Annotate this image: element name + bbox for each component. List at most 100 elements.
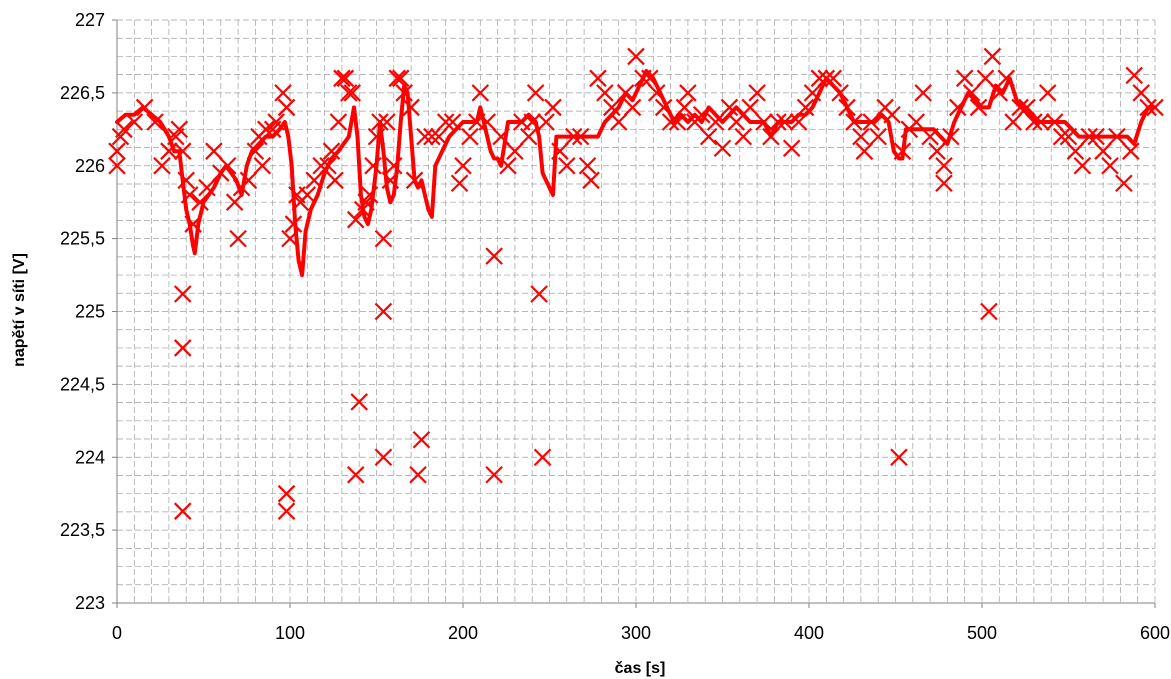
data-point-marker bbox=[855, 142, 874, 160]
data-point-marker bbox=[824, 69, 842, 88]
data-point-marker bbox=[962, 84, 981, 102]
data-point-marker bbox=[319, 156, 337, 175]
data-point-marker bbox=[423, 127, 441, 146]
data-point-marker bbox=[170, 120, 189, 139]
data-point-marker bbox=[184, 215, 202, 233]
data-point-marker bbox=[596, 84, 614, 102]
series-markers bbox=[108, 47, 1164, 520]
data-point-marker bbox=[627, 47, 645, 66]
data-point-marker bbox=[135, 98, 154, 117]
data-point-marker bbox=[416, 127, 434, 146]
data-point-marker bbox=[257, 120, 275, 139]
data-point-marker bbox=[551, 142, 569, 160]
data-point-marker bbox=[346, 465, 365, 484]
data-point-marker bbox=[1045, 113, 1064, 131]
data-point-marker bbox=[333, 69, 351, 88]
data-point-marker bbox=[893, 142, 912, 160]
data-point-marker bbox=[173, 502, 192, 520]
data-point-marker bbox=[461, 127, 479, 146]
y-tick-label: 227 bbox=[75, 10, 105, 30]
data-point-marker bbox=[1004, 113, 1022, 131]
data-point-marker bbox=[526, 84, 545, 102]
data-point-marker bbox=[378, 113, 396, 131]
data-point-marker bbox=[274, 84, 292, 102]
data-point-marker bbox=[969, 98, 988, 117]
y-tick-label: 225 bbox=[75, 302, 105, 322]
data-point-marker bbox=[1059, 127, 1078, 146]
data-point-marker bbox=[409, 465, 427, 484]
data-point-marker bbox=[921, 127, 939, 146]
data-point-marker bbox=[634, 69, 652, 88]
data-point-marker bbox=[661, 113, 680, 131]
data-point-marker bbox=[346, 210, 365, 229]
data-point-marker bbox=[544, 98, 562, 117]
data-point-marker bbox=[949, 98, 967, 117]
data-point-marker bbox=[1073, 156, 1092, 175]
data-point-marker bbox=[914, 84, 932, 102]
data-point-marker bbox=[1146, 98, 1164, 117]
data-point-marker bbox=[239, 171, 258, 190]
data-point-marker bbox=[616, 84, 635, 102]
data-point-marker bbox=[679, 84, 697, 102]
data-point-marker bbox=[776, 113, 794, 131]
data-point-marker bbox=[298, 186, 317, 204]
data-point-marker bbox=[450, 174, 469, 193]
data-point-marker bbox=[571, 127, 590, 146]
tick-labels: 0 100 200 300 400 500 600 223 223,5 224 224,5 225 22… bbox=[60, 10, 1170, 643]
data-point-marker bbox=[246, 142, 265, 160]
data-point-marker bbox=[191, 193, 209, 211]
data-point-marker bbox=[1108, 127, 1126, 146]
data-point-marker bbox=[329, 113, 348, 131]
data-point-marker bbox=[1094, 142, 1112, 160]
data-point-marker bbox=[218, 156, 237, 175]
data-point-marker bbox=[485, 247, 503, 265]
data-point-marker bbox=[533, 448, 552, 467]
data-point-marker bbox=[838, 98, 856, 117]
y-tick-label: 223,5 bbox=[60, 520, 105, 540]
data-point-marker bbox=[108, 156, 126, 175]
grid bbox=[116, 19, 1156, 604]
data-point-marker bbox=[402, 98, 420, 117]
data-point-marker bbox=[582, 171, 600, 190]
data-point-marker bbox=[983, 47, 1002, 66]
data-point-marker bbox=[454, 156, 472, 175]
data-point-marker bbox=[322, 142, 341, 160]
data-point-marker bbox=[942, 127, 960, 146]
data-point-marker bbox=[443, 113, 462, 131]
x-tick-label: 300 bbox=[621, 623, 651, 643]
data-point-marker bbox=[980, 302, 998, 321]
data-point-marker bbox=[1101, 156, 1119, 175]
data-point-marker bbox=[253, 156, 272, 175]
data-point-marker bbox=[374, 302, 393, 321]
data-point-marker bbox=[281, 229, 299, 248]
data-point-marker bbox=[862, 113, 881, 131]
data-point-marker bbox=[789, 113, 808, 131]
data-point-marker bbox=[492, 127, 510, 146]
data-point-marker bbox=[845, 113, 863, 131]
data-point-marker bbox=[589, 69, 607, 88]
data-point-marker bbox=[928, 142, 946, 160]
data-point-marker bbox=[713, 139, 732, 158]
data-point-marker bbox=[692, 105, 711, 124]
y-tick-label: 224,5 bbox=[60, 374, 105, 394]
data-point-marker bbox=[537, 113, 555, 131]
data-point-marker bbox=[741, 98, 759, 117]
data-point-marker bbox=[734, 127, 753, 146]
data-point-marker bbox=[177, 171, 195, 190]
data-point-marker bbox=[305, 171, 323, 190]
data-point-marker bbox=[935, 174, 953, 193]
x-tick-label: 200 bbox=[448, 623, 478, 643]
data-point-marker bbox=[720, 98, 739, 117]
data-point-marker bbox=[907, 113, 926, 131]
data-point-marker bbox=[578, 156, 597, 175]
data-point-marker bbox=[198, 178, 216, 197]
data-point-marker bbox=[796, 98, 815, 117]
data-point-marker bbox=[955, 69, 974, 88]
data-point-marker bbox=[990, 84, 1009, 102]
data-point-marker bbox=[603, 98, 621, 117]
data-point-marker bbox=[436, 113, 455, 131]
data-point-marker bbox=[146, 113, 164, 131]
data-point-marker bbox=[367, 127, 386, 146]
data-point-marker bbox=[430, 127, 448, 146]
y-tick-label: 226 bbox=[75, 156, 105, 176]
